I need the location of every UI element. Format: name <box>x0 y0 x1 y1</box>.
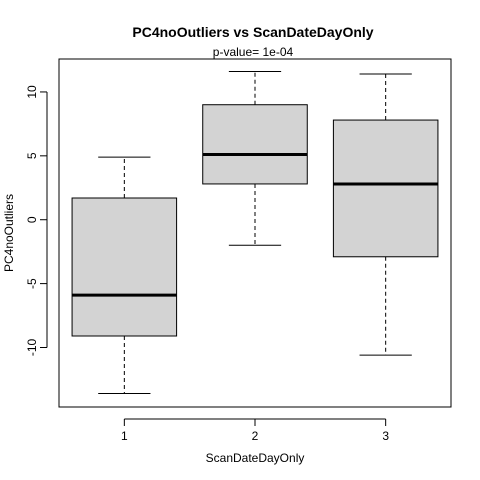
y-tick-label: 10 <box>25 85 39 99</box>
chart-title: PC4noOutliers vs ScanDateDayOnly <box>132 24 373 40</box>
iqr-box <box>333 120 438 257</box>
x-tick-label: 3 <box>382 429 389 443</box>
iqr-box <box>72 198 177 336</box>
y-tick-label: 0 <box>25 216 39 223</box>
x-axis-label: ScanDateDayOnly <box>206 451 305 465</box>
y-tick-label: 5 <box>25 152 39 159</box>
chart-subtitle: p-value= 1e-04 <box>213 45 294 59</box>
x-tick-label: 1 <box>121 429 128 443</box>
y-tick-label: -10 <box>25 339 39 357</box>
y-axis-label: PC4noOutliers <box>2 194 16 272</box>
y-tick-label: -5 <box>25 278 39 289</box>
iqr-box <box>203 105 308 184</box>
x-tick-label: 2 <box>252 429 259 443</box>
